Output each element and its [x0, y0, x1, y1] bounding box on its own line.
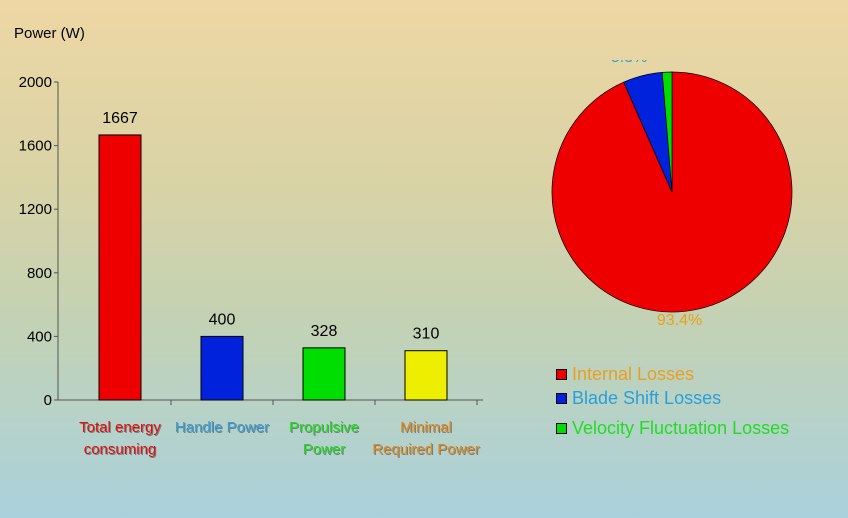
bar — [302, 347, 346, 401]
y-tick-label: 2000 — [19, 74, 52, 91]
legend-swatch-blade-shift — [556, 392, 567, 404]
category-label: Propulsive — [289, 419, 359, 436]
y-tick-label: 800 — [27, 265, 52, 282]
legend-item-blade-shift: Blade Shift Losses — [556, 386, 789, 410]
legend-item-velocity: Velocity Fluctuation Losses — [556, 416, 789, 440]
category-label: Handle Power — [175, 419, 269, 436]
bar-value-label: 328 — [311, 323, 338, 340]
category-label: Power — [303, 441, 346, 458]
y-tick-label: 400 — [27, 328, 52, 345]
category-label: Total energy — [79, 419, 161, 436]
bar — [200, 335, 244, 401]
category-label-shadow: Handle Power — [176, 420, 270, 437]
y-axis-label: Power (W) — [14, 25, 85, 42]
bar-value-label: 310 — [413, 326, 440, 343]
pie-percent-label: 5.3% — [611, 60, 647, 66]
y-tick-label: 0 — [44, 392, 52, 409]
pie-slice — [661, 71, 673, 193]
y-tick-label: 1200 — [19, 201, 52, 218]
pie-chart: 93.4% 5.3% 1.3% — [551, 60, 793, 329]
bar-value-label: 400 — [209, 311, 236, 328]
bar — [404, 350, 448, 401]
bar-chart: Power (W) 2000 1600 1200 800 400 0 1667 Total en… — [14, 25, 483, 459]
y-tick-label: 1600 — [19, 138, 52, 155]
category-label-shadow: Total energy — [80, 420, 162, 437]
pie-percent-label: 1.3% — [656, 60, 692, 62]
legend-label-internal: Internal Losses — [572, 364, 695, 384]
pie-legend: Internal Losses Blade Shift Losses Veloc… — [556, 362, 789, 440]
category-label-shadow: Propulsive — [290, 420, 360, 437]
category-label-shadow: Power — [304, 442, 347, 459]
legend-label-blade-shift: Blade Shift Losses — [572, 388, 722, 408]
category-label-shadow: Required Power — [373, 442, 481, 459]
category-label: Required Power — [372, 441, 480, 458]
bar-value-label: 1667 — [102, 110, 138, 127]
legend-label-velocity: Velocity Fluctuation Losses — [572, 418, 790, 438]
legend-swatch-internal — [556, 368, 567, 380]
category-label: Minimal — [400, 419, 452, 436]
category-label-shadow: Minimal — [401, 420, 453, 437]
legend-item-internal: Internal Losses — [556, 362, 789, 386]
bar — [98, 134, 142, 401]
legend-swatch-velocity — [556, 422, 567, 434]
pie-percent-label: 93.4% — [657, 312, 702, 329]
category-label: consuming — [84, 441, 157, 458]
category-label-shadow: consuming — [85, 442, 158, 459]
